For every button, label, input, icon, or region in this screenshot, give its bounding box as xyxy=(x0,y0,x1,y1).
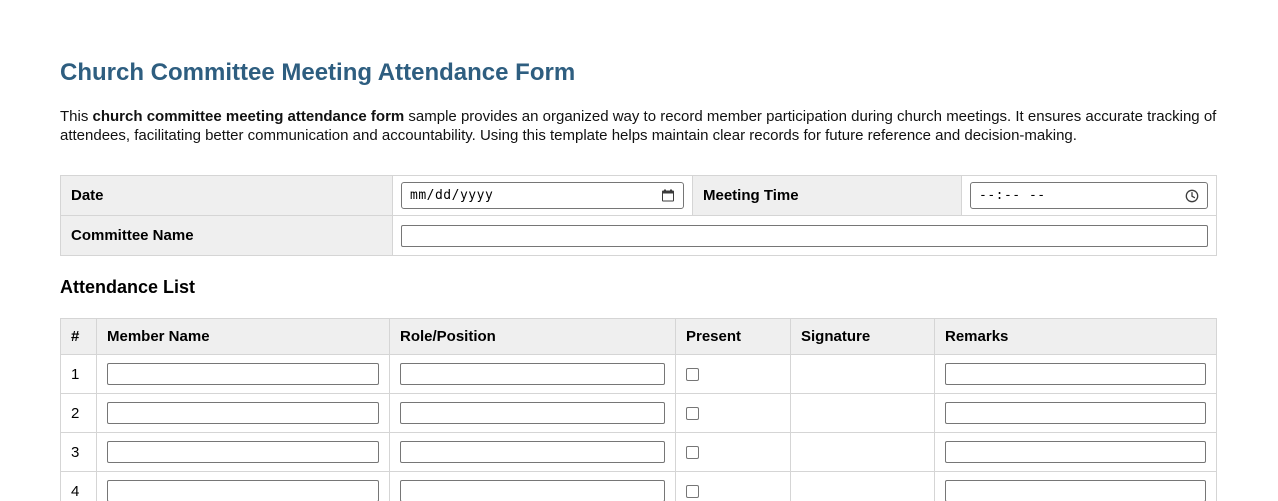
remarks-cell xyxy=(934,471,1217,501)
present-checkbox[interactable] xyxy=(686,484,699,498)
remarks-input[interactable] xyxy=(945,441,1206,463)
row-number: 4 xyxy=(60,471,97,501)
committee-name-cell xyxy=(392,215,1217,256)
remarks-input[interactable] xyxy=(945,402,1206,424)
meeting-info-table: Date mm/dd/yyyy Meeting Time --:-- -- xyxy=(60,175,1217,256)
present-cell xyxy=(675,354,791,394)
row-number: 3 xyxy=(60,432,97,472)
present-cell xyxy=(675,471,791,501)
remarks-cell xyxy=(934,432,1217,472)
signature-cell xyxy=(790,354,935,394)
member-name-cell xyxy=(96,432,390,472)
role-position-input[interactable] xyxy=(400,441,665,463)
member-name-cell xyxy=(96,471,390,501)
clock-icon[interactable] xyxy=(1185,189,1199,203)
attendance-row-1: 1 xyxy=(60,354,1217,394)
role-position-input[interactable] xyxy=(400,363,665,385)
col-header-number: # xyxy=(60,318,97,355)
attendance-table: # Member Name Role/Position Present Sign… xyxy=(60,318,1217,501)
signature-cell xyxy=(790,432,935,472)
calendar-icon[interactable] xyxy=(661,188,675,203)
page-title: Church Committee Meeting Attendance Form xyxy=(60,59,576,86)
member-name-input[interactable] xyxy=(107,363,379,385)
present-checkbox[interactable] xyxy=(686,406,699,420)
time-input-value: --:-- -- xyxy=(979,188,1046,203)
row-number: 2 xyxy=(60,393,97,433)
member-name-cell xyxy=(96,393,390,433)
remarks-cell xyxy=(934,393,1217,433)
member-name-input[interactable] xyxy=(107,480,379,501)
meeting-info-row-2: Committee Name xyxy=(60,215,1217,256)
attendance-row-4: 4 xyxy=(60,471,1217,501)
attendance-row-3: 3 xyxy=(60,432,1217,472)
signature-cell xyxy=(790,393,935,433)
row-number: 1 xyxy=(60,354,97,394)
role-position-cell xyxy=(389,432,676,472)
col-header-role-position: Role/Position xyxy=(389,318,676,355)
present-cell xyxy=(675,432,791,472)
role-position-input[interactable] xyxy=(400,402,665,424)
col-header-present: Present xyxy=(675,318,791,355)
date-field-cell: mm/dd/yyyy xyxy=(392,175,693,216)
committee-name-input[interactable] xyxy=(401,224,1208,247)
col-header-remarks: Remarks xyxy=(934,318,1217,355)
remarks-cell xyxy=(934,354,1217,394)
present-checkbox[interactable] xyxy=(686,445,699,459)
present-cell xyxy=(675,393,791,433)
col-header-member-name: Member Name xyxy=(96,318,390,355)
remarks-input[interactable] xyxy=(945,363,1206,385)
intro-prefix: This xyxy=(60,108,93,125)
member-name-cell xyxy=(96,354,390,394)
attendance-list-heading: Attendance List xyxy=(60,277,196,297)
intro-paragraph: This church committee meeting attendance… xyxy=(60,108,1217,145)
role-position-input[interactable] xyxy=(400,480,665,501)
meeting-info-row-1: Date mm/dd/yyyy Meeting Time --:-- -- xyxy=(60,175,1217,216)
present-checkbox[interactable] xyxy=(686,367,699,381)
date-input[interactable]: mm/dd/yyyy xyxy=(401,182,684,209)
meeting-time-input[interactable]: --:-- -- xyxy=(970,182,1208,209)
remarks-input[interactable] xyxy=(945,480,1206,501)
date-label: Date xyxy=(60,175,393,216)
intro-suffix: sample provides an organized way to reco… xyxy=(60,108,1217,144)
time-field-cell: --:-- -- xyxy=(961,175,1217,216)
member-name-input[interactable] xyxy=(107,441,379,463)
committee-name-label: Committee Name xyxy=(60,215,393,256)
signature-cell xyxy=(790,471,935,501)
attendance-header-row: # Member Name Role/Position Present Sign… xyxy=(60,318,1217,355)
form-page: Church Committee Meeting Attendance Form… xyxy=(60,59,1217,501)
role-position-cell xyxy=(389,354,676,394)
date-input-value: mm/dd/yyyy xyxy=(410,188,494,203)
role-position-cell xyxy=(389,393,676,433)
attendance-row-2: 2 xyxy=(60,393,1217,433)
intro-bold: church committee meeting attendance form xyxy=(92,108,405,125)
member-name-input[interactable] xyxy=(107,402,379,424)
meeting-time-label: Meeting Time xyxy=(692,175,962,216)
col-header-signature: Signature xyxy=(790,318,935,355)
role-position-cell xyxy=(389,471,676,501)
